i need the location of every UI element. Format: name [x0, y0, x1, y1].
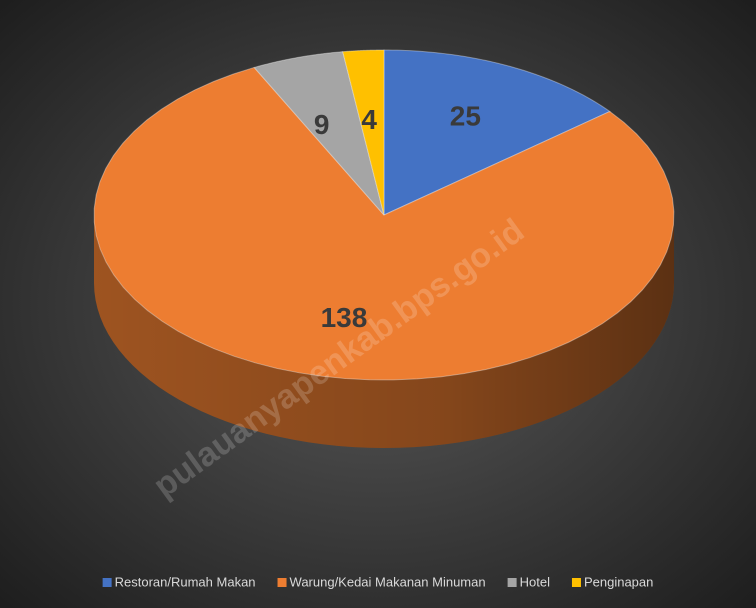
slice [383, 49, 611, 216]
legend-label: Penginapan [584, 574, 653, 589]
legend-swatch [571, 578, 581, 587]
data-label: 4 [361, 104, 377, 135]
legend: Restoran/Rumah Makan Warung/Kedai Makanan… [102, 574, 653, 589]
data-label: 138 [321, 302, 368, 333]
legend-label: Warung/Kedai Makanan Minuman [290, 574, 486, 589]
legend-label: Restoran/Rumah Makan [115, 574, 256, 589]
slice [93, 66, 675, 381]
legend-swatch [102, 578, 112, 587]
slice-side-shade [94, 215, 674, 448]
data-label: 25 [450, 101, 481, 132]
legend-label: Hotel [520, 574, 550, 589]
data-labels: 25 138 9 4 [314, 101, 481, 334]
slice [342, 49, 385, 216]
pie [93, 49, 675, 448]
legend-swatch [507, 578, 517, 587]
data-label: 9 [314, 109, 330, 140]
slice [253, 51, 385, 216]
legend-swatch [277, 578, 287, 587]
